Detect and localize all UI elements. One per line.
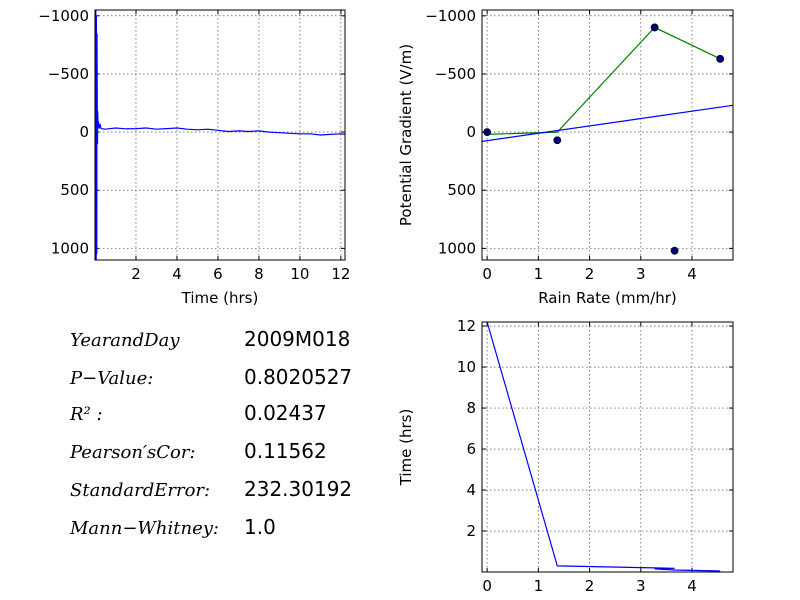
plot-area (486, 322, 721, 572)
stat-row: Pearson′sCor: 0.11562 (69, 439, 327, 463)
y-tick-label: 4 (466, 481, 476, 499)
x-tick-label: 0 (482, 265, 492, 283)
series-line (482, 104, 733, 142)
plot-frame (481, 321, 734, 573)
x-tick-label: 4 (687, 577, 697, 595)
y-tick-label: −500 (435, 65, 476, 83)
stat-label: R² : (69, 404, 103, 425)
stat-label: StandardError: (70, 480, 210, 501)
x-tick-label: 0 (482, 577, 492, 595)
y-tick-label: −500 (48, 65, 89, 83)
plot-area (482, 26, 733, 142)
x-tick-label: 4 (687, 265, 697, 283)
stat-row: YearandDay 2009M018 (70, 327, 350, 351)
stat-label: YearandDay (70, 330, 180, 351)
series-line (487, 26, 721, 135)
y-tick-label: 10 (457, 358, 476, 376)
y-tick-label: −1000 (425, 7, 476, 25)
data-point (553, 136, 562, 145)
y-tick-label: 0 (79, 123, 89, 141)
y-tick-label: 0 (466, 123, 476, 141)
x-tick-label: 8 (254, 265, 264, 283)
x-tick-label: 3 (636, 265, 646, 283)
x-tick-label: 10 (290, 265, 309, 283)
plot-frame (481, 9, 734, 261)
data-point (650, 23, 659, 32)
stat-row: StandardError: 232.30192 (70, 477, 352, 501)
y-tick-label: 6 (466, 440, 476, 458)
x-tick-label: 2 (131, 265, 141, 283)
y-tick-label: 500 (60, 181, 89, 199)
data-point (716, 54, 725, 63)
x-axis-label: Rain Rate (mm/hr) (538, 289, 677, 307)
stat-label: P−Value: (69, 368, 153, 389)
series-line (486, 322, 721, 572)
stat-value: 0.11562 (244, 439, 327, 463)
stat-value: 2009M018 (244, 327, 350, 351)
y-tick-label: 1000 (51, 239, 89, 257)
y-tick-label: 1000 (438, 239, 476, 257)
stats-table: YearandDay 2009M018 P−Value: 0.8020527 R… (69, 327, 352, 539)
plot-area (95, 10, 345, 260)
stat-value: 0.8020527 (244, 365, 352, 389)
data-point (483, 128, 492, 136)
y-tick-label: −1000 (38, 7, 89, 25)
stat-row: R² : 0.02437 (69, 401, 327, 425)
x-axis-label: Time (hrs) (181, 289, 259, 307)
chart-pg-vs-time: 2 4 6 8 10 12 −1000 −500 0 500 1000 Time (hrs) (38, 7, 350, 307)
x-tick-label: 12 (331, 265, 350, 283)
x-tick-label: 6 (213, 265, 223, 283)
stat-label: Mann−Whitney: (69, 518, 219, 539)
stat-label: Pearson′sCor: (69, 442, 196, 463)
plot-frame (94, 9, 346, 261)
data-point (670, 246, 679, 255)
x-tick-label: 3 (636, 577, 646, 595)
stat-value: 1.0 (244, 515, 276, 539)
y-tick-label: 2 (466, 522, 476, 540)
y-tick-label: 8 (466, 399, 476, 417)
chart-pg-vs-rain-rate: 0 1 2 3 4 −1000 −500 0 500 1000 Rain Rate (mm/hr) P… (397, 7, 734, 307)
stat-row: P−Value: 0.8020527 (69, 365, 352, 389)
stat-row: Mann−Whitney: 1.0 (69, 515, 276, 539)
x-tick-label: 1 (534, 265, 544, 283)
stat-value: 0.02437 (244, 401, 327, 425)
x-tick-label: 2 (585, 265, 595, 283)
y-tick-label: 500 (447, 181, 476, 199)
series-line (95, 10, 345, 260)
y-axis-label: Time (hrs) (397, 409, 415, 487)
y-axis-label: Potential Gradient (V/m) (397, 44, 415, 226)
x-tick-label: 2 (585, 577, 595, 595)
y-tick-label: 12 (457, 317, 476, 335)
stat-value: 232.30192 (244, 477, 352, 501)
x-tick-label: 4 (172, 265, 182, 283)
x-tick-label: 1 (534, 577, 544, 595)
